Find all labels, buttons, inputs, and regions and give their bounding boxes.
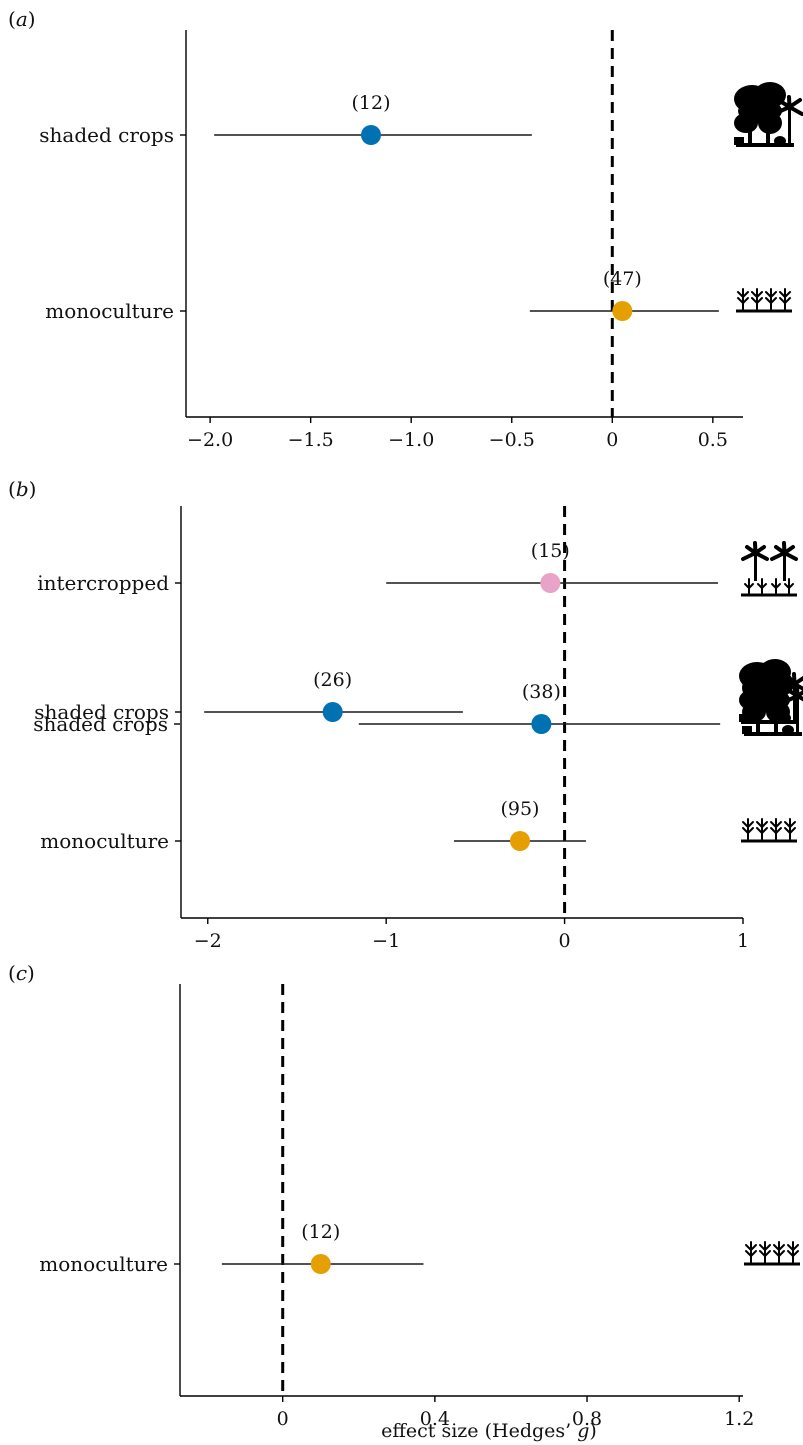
x-tick-label: 1.2 — [724, 1408, 754, 1430]
category-label: monoculture — [40, 829, 169, 853]
panel-a: (a) −2.0 −1.5 −1.0 −0.5 0 0.5 shaded crops (12… — [8, 7, 803, 451]
sample-size-label: (12) — [351, 92, 390, 114]
forest-icon — [732, 80, 803, 149]
effect-size-point — [540, 573, 561, 593]
sample-size-label: (12) — [301, 1221, 340, 1243]
plot-area: shaded crops (12) monoculture (47) — [39, 30, 803, 417]
crop-row-icon — [739, 817, 799, 843]
x-axis: −2 −1 0 1 — [194, 918, 749, 952]
effect-size-point — [531, 714, 552, 734]
x-tick-label: 1 — [737, 930, 749, 952]
x-axis: −2.0 −1.5 −1.0 −0.5 0 0.5 — [187, 417, 728, 451]
sample-size-label: (15) — [531, 540, 570, 562]
x-tick-label: −2 — [194, 930, 222, 952]
effect-size-point — [310, 1254, 331, 1274]
x-tick-label: −1.5 — [288, 429, 334, 451]
panel-c: (c) 0 0.4 0.8 1.2 shaded crops (38) monocultu… — [8, 669, 803, 1442]
effect-size-point — [612, 301, 633, 321]
category-label: intercropped — [37, 571, 169, 595]
plot-area: shaded crops (38) monoculture (12) — [33, 669, 803, 1396]
category-label: monoculture — [45, 299, 174, 323]
x-tick-label: 0 — [559, 930, 571, 952]
category-label: monoculture — [39, 1252, 168, 1276]
category-label: shaded crops — [33, 712, 168, 736]
x-tick-label: −0.5 — [489, 429, 535, 451]
x-tick-label: 0 — [606, 429, 618, 451]
panel-label: (a) — [8, 7, 36, 31]
crop-row-icon — [742, 1240, 802, 1266]
x-tick-label: 0.4 — [420, 1408, 450, 1430]
x-tick-label: 0 — [277, 1408, 289, 1430]
sample-size-label: (38) — [522, 681, 561, 703]
sample-size-label: (95) — [500, 798, 539, 820]
panel-label: (c) — [8, 961, 35, 985]
effect-size-point — [360, 125, 381, 145]
category-label: shaded crops — [34, 700, 169, 724]
effect-size-point — [509, 831, 530, 851]
sample-size-label: (26) — [313, 669, 352, 691]
plot-area: intercropped (15) shaded crops (26) monocult… — [34, 506, 803, 918]
effect-size-point — [322, 702, 343, 722]
panel-label: (b) — [8, 477, 36, 501]
crop-row-icon — [734, 287, 794, 313]
x-axis: 0 0.4 0.8 1.2 — [277, 1396, 754, 1430]
x-tick-label: −1 — [372, 930, 400, 952]
sample-size-label: (47) — [603, 268, 642, 290]
category-label: shaded crops — [39, 123, 174, 147]
x-tick-label: 0.5 — [698, 429, 728, 451]
palm-crops-icon — [739, 541, 799, 597]
x-tick-label: 0.8 — [572, 1408, 602, 1430]
x-tick-label: −1.0 — [388, 429, 434, 451]
x-tick-label: −2.0 — [187, 429, 233, 451]
panel-b: (b) −2 −1 0 1 intercropped (15) shaded crops (… — [8, 477, 803, 952]
x-axis-title: effect size (Hedges’ g) — [381, 1420, 597, 1442]
